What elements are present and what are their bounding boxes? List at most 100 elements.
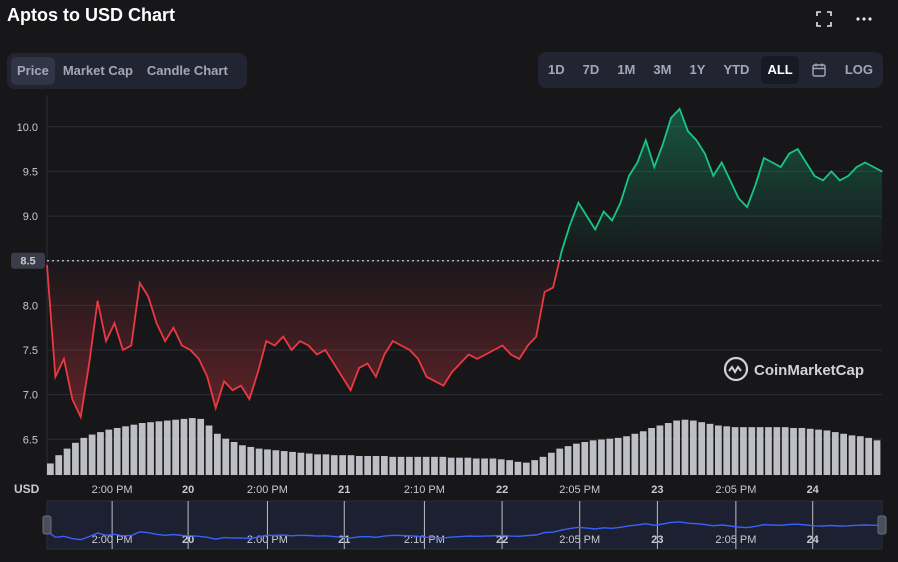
volume-bar (113, 427, 121, 475)
volume-bar (598, 439, 605, 475)
price-point (459, 362, 461, 364)
volume-bar (531, 460, 539, 475)
volume-bar (155, 421, 163, 476)
range-1y[interactable]: 1Y (689, 62, 706, 77)
y-tick-label: 7.5 (23, 345, 38, 357)
volume-bar (188, 418, 196, 475)
more-dots-icon[interactable] (852, 10, 876, 32)
x-tick-label: 23 (651, 484, 663, 496)
watermark-text: CoinMarketCap (754, 362, 864, 379)
range-3m[interactable]: 3M (653, 62, 672, 77)
price-point (97, 300, 99, 302)
volume-bar (255, 448, 263, 475)
price-point (729, 179, 731, 181)
range-all[interactable]: ALL (761, 56, 799, 84)
price-point (265, 340, 267, 342)
price-point (223, 380, 225, 382)
volume-bar (464, 457, 472, 475)
volume-bar (180, 418, 188, 475)
navigator-tick-label: 23 (651, 534, 663, 546)
volume-bar (639, 431, 647, 475)
volume-bar (305, 453, 313, 475)
volume-bar (264, 449, 271, 476)
price-point (400, 344, 402, 347)
price-point (636, 161, 639, 164)
price-point (80, 416, 82, 418)
chart-type-tabs: Price Market Cap Candle Chart (7, 53, 247, 89)
price-point (839, 179, 841, 181)
price-point (510, 353, 512, 356)
calendar-icon[interactable] (805, 56, 833, 84)
price-point (46, 264, 48, 266)
price-point (442, 385, 444, 387)
range-ytd[interactable]: YTD (723, 62, 750, 77)
price-point (704, 153, 706, 155)
volume-bar (147, 422, 154, 475)
price-point (560, 251, 563, 253)
price-point (569, 224, 571, 226)
volume-bar (314, 454, 321, 476)
price-point (653, 166, 655, 168)
price-point (535, 336, 537, 338)
price-point (130, 344, 132, 347)
tab-price[interactable]: Price (11, 57, 55, 85)
volume-bar (681, 419, 689, 476)
volume-bar (715, 425, 722, 475)
volume-bar (422, 456, 430, 475)
volume-bar (606, 438, 614, 475)
tab-candle-chart[interactable]: Candle Chart (146, 63, 228, 78)
range-1d[interactable]: 1D (548, 62, 565, 77)
range-log[interactable]: LOG (844, 62, 873, 77)
price-point (763, 157, 765, 159)
watermark: CoinMarketCap (723, 356, 864, 382)
navigator-left-handle[interactable] (42, 515, 52, 535)
volume-bar (130, 424, 138, 476)
fullscreen-icon[interactable] (812, 10, 836, 32)
volume-bar (873, 440, 881, 475)
volume-bar (247, 446, 255, 475)
volume-bar (280, 451, 288, 475)
volume-bar (848, 435, 856, 475)
price-point (299, 340, 301, 342)
navigator[interactable] (46, 500, 883, 550)
price-point (291, 349, 293, 351)
tab-market-cap[interactable]: Market Cap (62, 63, 133, 78)
price-point (813, 175, 816, 177)
price-point (189, 349, 191, 351)
price-point (324, 349, 326, 351)
volume-bar (673, 420, 680, 475)
volume-bar (856, 436, 864, 475)
price-point (847, 175, 849, 177)
volume-bar (831, 432, 839, 475)
price-point (392, 340, 394, 342)
y-tick-label: 10.0 (17, 122, 38, 134)
x-tick-label: 21 (338, 484, 350, 496)
y-tick-label: 9.5 (23, 166, 38, 178)
price-point (611, 219, 613, 222)
navigator-right-handle[interactable] (877, 515, 887, 535)
price-point (754, 184, 757, 186)
volume-bar (648, 427, 655, 475)
volume-bar (790, 427, 797, 475)
navigator-line (46, 521, 883, 541)
currency-label: USD (14, 482, 40, 496)
navigator-tick-label: 2:05 PM (559, 534, 600, 546)
price-point (341, 376, 343, 378)
range-7d[interactable]: 7D (582, 62, 600, 77)
price-point (552, 286, 554, 289)
price-point (358, 367, 360, 369)
range-1m[interactable]: 1M (617, 62, 636, 77)
price-point (232, 389, 234, 391)
price-point (805, 161, 807, 164)
volume-bar (322, 454, 330, 476)
price-point (63, 358, 65, 360)
price-point (476, 358, 478, 360)
reference-label: 8.5 (20, 256, 35, 268)
volume-bar (514, 461, 522, 475)
price-point (645, 139, 647, 141)
price-point (864, 161, 866, 164)
price-point (172, 327, 175, 329)
x-tick-label: 2:05 PM (559, 484, 600, 496)
x-tick-label: 20 (182, 484, 194, 496)
